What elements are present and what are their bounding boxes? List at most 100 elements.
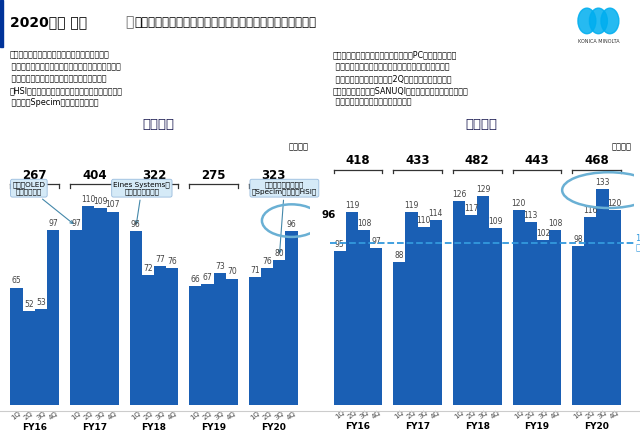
- Text: 3Q: 3Q: [214, 410, 225, 421]
- Text: 404: 404: [82, 169, 107, 182]
- Text: 72: 72: [143, 264, 153, 273]
- Bar: [584, 217, 596, 405]
- Text: FY18: FY18: [465, 422, 490, 431]
- Text: 107: 107: [106, 200, 120, 210]
- Text: 96: 96: [131, 220, 141, 229]
- Text: 66: 66: [191, 275, 200, 284]
- Text: 418: 418: [346, 154, 371, 167]
- Bar: [572, 246, 584, 405]
- Bar: [490, 228, 502, 405]
- Text: 3Q: 3Q: [537, 409, 548, 420]
- Text: インダストリー（計測機器・機能材料）四半期売上高推移: インダストリー（計測機器・機能材料）四半期売上高推移: [134, 16, 316, 29]
- Text: 3Q: 3Q: [597, 409, 608, 420]
- Bar: [249, 277, 261, 405]
- Bar: [70, 229, 82, 405]
- Bar: [35, 309, 47, 405]
- Text: 機能材料: 機能材料: [466, 118, 498, 131]
- Bar: [106, 212, 118, 405]
- Text: 96: 96: [321, 210, 336, 220]
- Text: 117: 117: [464, 204, 478, 214]
- Bar: [333, 251, 346, 405]
- Text: 1Q: 1Q: [130, 410, 141, 421]
- Text: 2Q: 2Q: [83, 410, 94, 421]
- Bar: [596, 189, 609, 405]
- Text: 2Q: 2Q: [465, 409, 477, 420]
- Text: 【億円】: 【億円】: [612, 142, 632, 151]
- Text: 3Q: 3Q: [154, 410, 166, 421]
- Text: 88: 88: [395, 252, 404, 260]
- Bar: [477, 196, 490, 405]
- Bar: [513, 210, 525, 405]
- Text: 119: 119: [404, 201, 419, 210]
- Text: 1Q: 1Q: [11, 410, 22, 421]
- Ellipse shape: [601, 8, 619, 34]
- Text: 1Q: 1Q: [334, 409, 346, 420]
- Text: 4Q: 4Q: [609, 409, 620, 420]
- Text: 120: 120: [607, 199, 622, 209]
- Text: 1Q: 1Q: [513, 409, 524, 420]
- Text: FY17: FY17: [82, 424, 107, 432]
- Bar: [393, 262, 405, 405]
- Text: 計測機器: 計測機器: [143, 118, 174, 131]
- Bar: [10, 288, 22, 405]
- Bar: [166, 268, 179, 405]
- Text: FY18: FY18: [141, 424, 166, 432]
- Bar: [358, 230, 370, 405]
- Text: FY20: FY20: [584, 422, 609, 431]
- Bar: [549, 230, 561, 405]
- Text: 4Q: 4Q: [549, 409, 561, 420]
- Text: 97: 97: [371, 237, 381, 246]
- Text: ｜: ｜: [125, 16, 133, 29]
- Text: 76: 76: [262, 256, 272, 265]
- Text: FY19: FY19: [201, 424, 226, 432]
- Bar: [346, 212, 358, 405]
- Text: 71: 71: [250, 266, 260, 275]
- Text: FY17: FY17: [405, 422, 430, 431]
- Text: 275: 275: [202, 169, 226, 182]
- Text: 53: 53: [36, 298, 45, 307]
- Text: 3Q: 3Q: [418, 409, 429, 420]
- Text: 3Q: 3Q: [274, 410, 285, 421]
- Text: FY16: FY16: [346, 422, 371, 431]
- Text: 65: 65: [12, 276, 21, 285]
- Text: 96: 96: [287, 220, 296, 229]
- Text: 4Q: 4Q: [166, 410, 178, 421]
- Text: 97: 97: [48, 218, 58, 228]
- Text: 1Q: 1Q: [573, 409, 584, 420]
- Text: 100億
ライン: 100億 ライン: [636, 233, 640, 253]
- Text: 2Q: 2Q: [525, 409, 536, 420]
- Text: ・HSI（ハイパースペクトルイメージング）領域へ
 参入し、Specim社の連結を開始。: ・HSI（ハイパースペクトルイメージング）領域へ 参入し、Specim社の連結を…: [10, 86, 122, 107]
- Bar: [261, 268, 273, 405]
- Text: 4Q: 4Q: [286, 410, 297, 421]
- Bar: [609, 210, 621, 405]
- Text: 133: 133: [595, 179, 610, 187]
- Text: 443: 443: [525, 154, 549, 167]
- Text: FY20: FY20: [261, 424, 285, 432]
- Text: 3Q: 3Q: [358, 409, 370, 420]
- Text: 3Q: 3Q: [95, 410, 106, 421]
- Bar: [94, 208, 106, 405]
- Text: 126: 126: [452, 190, 466, 199]
- Text: 110: 110: [417, 216, 431, 225]
- Text: 433: 433: [405, 154, 430, 167]
- Bar: [226, 279, 238, 405]
- Text: 482: 482: [465, 154, 490, 167]
- Text: 468: 468: [584, 154, 609, 167]
- Text: 95: 95: [335, 240, 344, 249]
- Text: 1Q: 1Q: [250, 410, 260, 421]
- Text: 80: 80: [275, 249, 284, 258]
- Bar: [465, 215, 477, 405]
- Text: Eines Systems社
買収（外観計測）: Eines Systems社 買収（外観計測）: [113, 181, 170, 224]
- Text: 114: 114: [429, 209, 443, 218]
- Ellipse shape: [589, 8, 607, 34]
- Text: 52: 52: [24, 300, 33, 309]
- Text: 4Q: 4Q: [490, 409, 501, 420]
- Bar: [417, 227, 429, 405]
- Bar: [273, 260, 285, 405]
- Text: 108: 108: [548, 219, 563, 228]
- Bar: [285, 232, 298, 405]
- Text: 129: 129: [476, 185, 490, 194]
- Text: ・液晶テレビ向け位相差フィルムや、PC、タブレット及
 びスマートフォン用薄膜フィルム等の高付加価値製品
 に集中し、需要増に対応。2Q以降、高水準の販売。: ・液晶テレビ向け位相差フィルムや、PC、タブレット及 びスマートフォン用薄膜フィ…: [333, 51, 457, 83]
- Text: 267: 267: [22, 169, 47, 182]
- Bar: [525, 222, 537, 405]
